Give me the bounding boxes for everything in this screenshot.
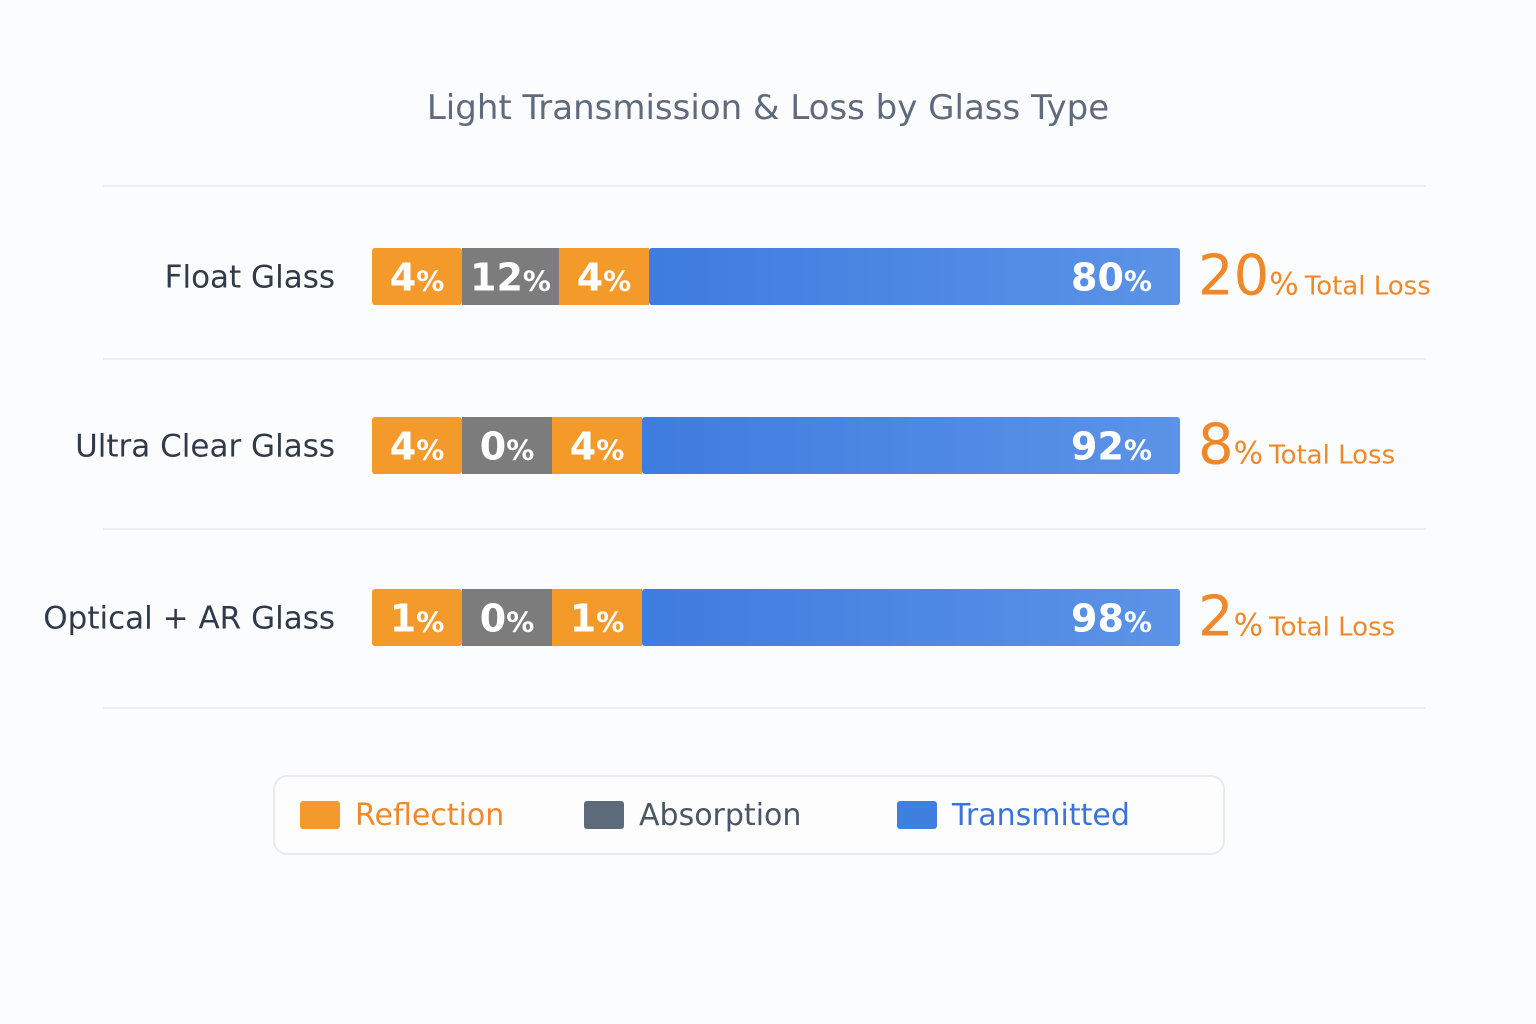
legend-label-transmitted: Transmitted (952, 797, 1130, 833)
legend-item-transmitted: Transmitted (897, 777, 1130, 853)
category-label: Ultra Clear Glass (75, 429, 335, 465)
legend-item-absorption: Absorption (584, 777, 801, 853)
data-label: 4% (390, 256, 445, 300)
bar-segment-absorption (462, 248, 559, 305)
bar-segment-transmitted (648, 248, 1180, 305)
legend-swatch-reflection (300, 801, 340, 829)
data-label: 0% (480, 425, 535, 469)
category-label: Float Glass (165, 260, 335, 296)
chart-title: Light Transmission & Loss by Glass Type (426, 88, 1110, 128)
category-label: Optical + AR Glass (43, 601, 335, 637)
bar-segment-transmitted (642, 589, 1180, 646)
data-label: 4% (577, 256, 632, 300)
total-loss-label: 2% Total Loss (1198, 585, 1395, 650)
data-label: 4% (390, 425, 445, 469)
bars-svg: Float Glass 4% 12% 4% 80% 20% Total Loss Ultra … (43, 185, 1431, 709)
bar-segment-reflection-front (372, 248, 462, 305)
data-label: 98% (1071, 597, 1152, 641)
total-loss-label: 8% Total Loss (1198, 413, 1395, 478)
total-loss-label: 20% Total Loss (1198, 244, 1431, 309)
data-label: 12% (470, 256, 551, 300)
legend-label-absorption: Absorption (639, 797, 802, 833)
bar-segment-absorption (462, 417, 552, 474)
data-label: 1% (570, 597, 625, 641)
legend-swatch-transmitted (897, 801, 937, 829)
data-label: 92% (1071, 425, 1152, 469)
legend-item-reflection: Reflection (300, 777, 504, 853)
bar-segment-reflection-back (558, 248, 649, 305)
bar-segment-reflection-front (372, 417, 462, 474)
bar-segment-reflection-back (552, 589, 642, 646)
legend-swatch-absorption (584, 801, 624, 829)
data-label: 0% (480, 597, 535, 641)
data-label: 4% (570, 425, 625, 469)
bar-segment-reflection-back (552, 417, 642, 474)
bar-segment-absorption (462, 589, 552, 646)
bar-segment-transmitted (642, 417, 1180, 474)
bar-segment-reflection-front (372, 589, 462, 646)
legend: Reflection Absorption Transmitted (273, 775, 1225, 855)
data-label: 80% (1071, 256, 1152, 300)
legend-label-reflection: Reflection (355, 797, 505, 833)
data-label: 1% (390, 597, 445, 641)
